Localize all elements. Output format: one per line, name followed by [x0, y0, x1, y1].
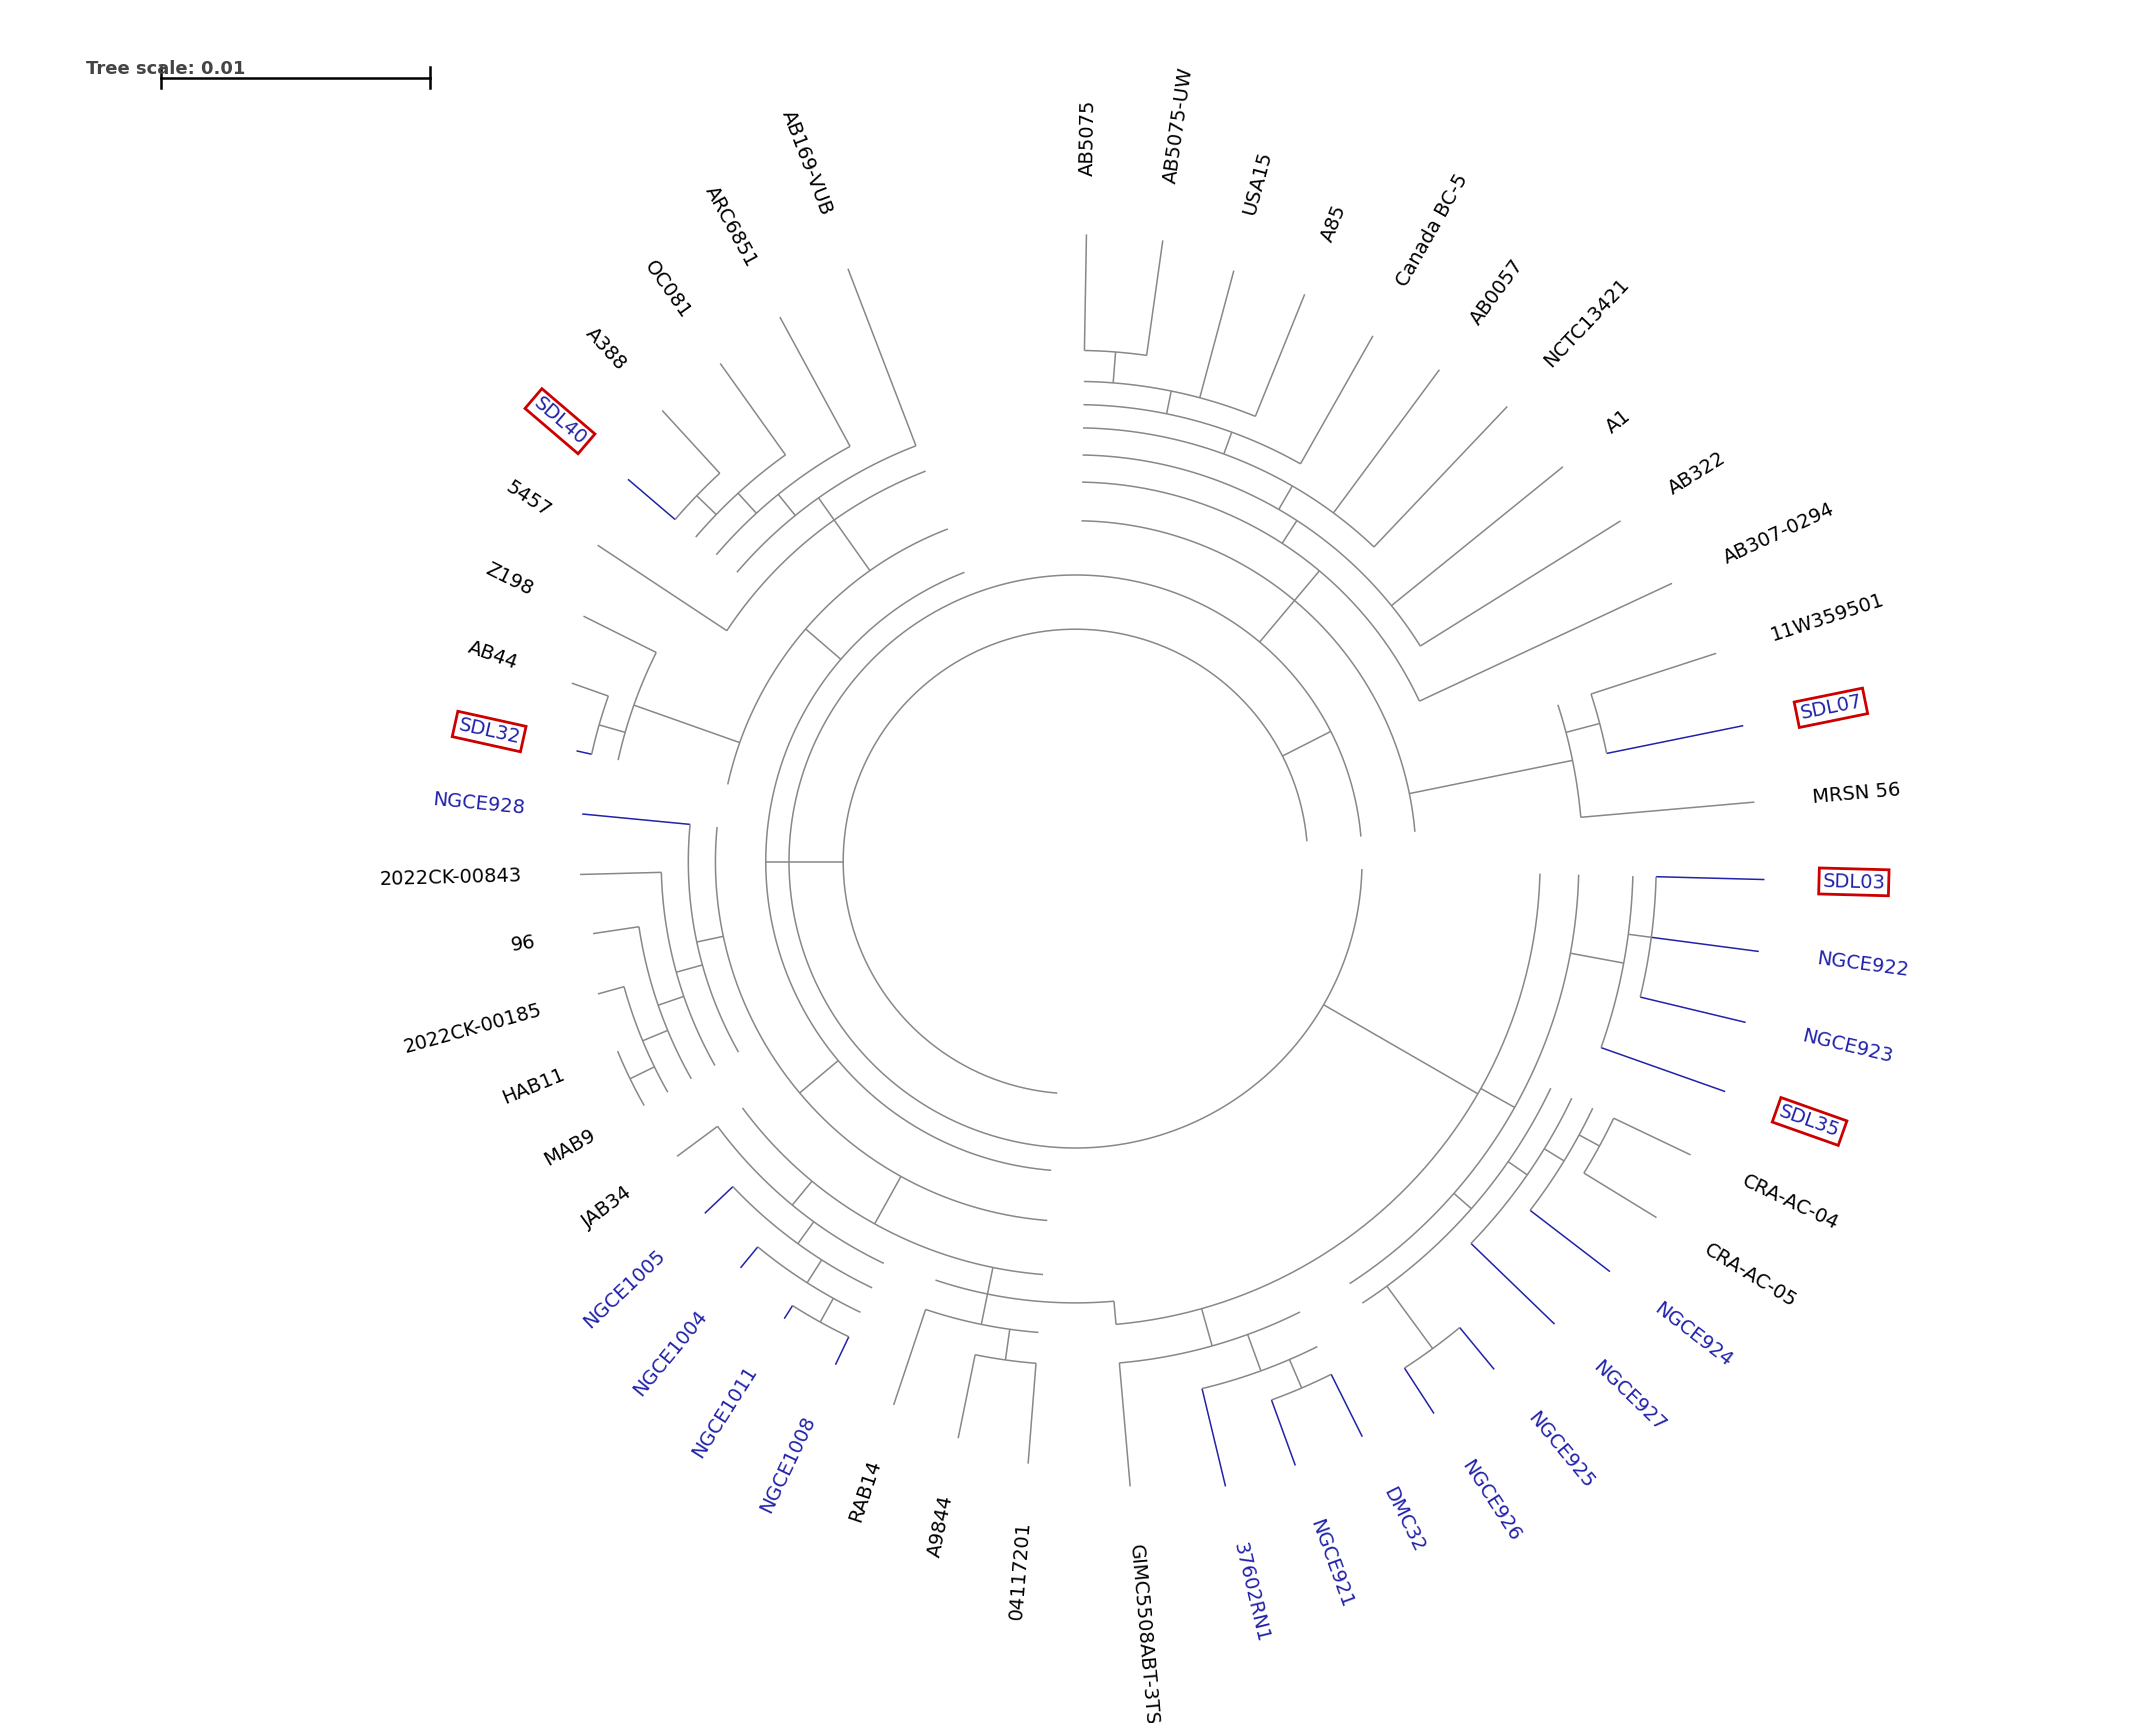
Text: JAB34: JAB34 [579, 1184, 637, 1232]
Text: Canada BC-5: Canada BC-5 [1394, 171, 1471, 289]
Text: OC081: OC081 [641, 257, 695, 322]
Text: RAB14: RAB14 [845, 1458, 884, 1523]
Text: MAB9: MAB9 [540, 1125, 598, 1170]
Text: CRA-AC-05: CRA-AC-05 [1701, 1241, 1800, 1311]
Text: SDL07: SDL07 [1798, 693, 1863, 724]
Text: NGCE922: NGCE922 [1815, 949, 1910, 980]
Text: SDL32: SDL32 [456, 715, 523, 748]
Text: NGCE1005: NGCE1005 [581, 1246, 669, 1332]
Text: NGCE927: NGCE927 [1590, 1358, 1669, 1435]
Text: 11W359501: 11W359501 [1768, 589, 1886, 644]
Text: A85: A85 [1319, 202, 1349, 245]
Text: NCTC13421: NCTC13421 [1540, 274, 1633, 370]
Text: 5457: 5457 [503, 477, 555, 520]
Text: AB5075-UW: AB5075-UW [1162, 65, 1196, 184]
Text: AB5075: AB5075 [1078, 100, 1099, 176]
Text: 2022CK-00185: 2022CK-00185 [402, 1001, 544, 1056]
Text: MRSN 56: MRSN 56 [1811, 781, 1901, 806]
Text: NGCE923: NGCE923 [1800, 1027, 1895, 1067]
Text: NGCE924: NGCE924 [1650, 1299, 1736, 1372]
Text: 2022CK-00843: 2022CK-00843 [379, 867, 523, 889]
Text: A388: A388 [583, 324, 630, 374]
Text: AB44: AB44 [465, 638, 521, 672]
Text: NGCE925: NGCE925 [1523, 1408, 1598, 1492]
Text: A9844: A9844 [925, 1494, 955, 1559]
Text: USA15: USA15 [1239, 148, 1276, 217]
Text: CRA-AC-04: CRA-AC-04 [1738, 1172, 1841, 1234]
Text: NGCE921: NGCE921 [1306, 1516, 1355, 1611]
Text: NGCE1011: NGCE1011 [688, 1363, 761, 1461]
Text: SDL03: SDL03 [1822, 872, 1886, 893]
Text: HAB11: HAB11 [499, 1065, 568, 1108]
Text: Z198: Z198 [482, 560, 536, 600]
Text: AB322: AB322 [1665, 448, 1729, 498]
Text: SDL35: SDL35 [1777, 1103, 1843, 1141]
Text: ARC6851: ARC6851 [701, 183, 761, 271]
Text: AB0057: AB0057 [1467, 257, 1527, 329]
Text: 37602RN1: 37602RN1 [1230, 1540, 1271, 1644]
Text: NGCE926: NGCE926 [1458, 1458, 1525, 1546]
Text: Tree scale: 0.01: Tree scale: 0.01 [86, 60, 245, 78]
Text: NGCE1008: NGCE1008 [757, 1413, 820, 1516]
Text: SDL40: SDL40 [529, 393, 589, 448]
Text: AB307-0294: AB307-0294 [1721, 500, 1837, 567]
Text: AB169-VUB: AB169-VUB [779, 107, 837, 217]
Text: A1: A1 [1602, 407, 1635, 438]
Text: NGCE928: NGCE928 [430, 791, 525, 818]
Text: NGCE1004: NGCE1004 [630, 1306, 712, 1399]
Text: 96: 96 [510, 932, 538, 955]
Text: GIMC5508ABT-3TS65: GIMC5508ABT-3TS65 [1125, 1544, 1164, 1723]
Text: DMC32: DMC32 [1379, 1485, 1428, 1556]
Text: 04117201: 04117201 [1007, 1521, 1032, 1621]
